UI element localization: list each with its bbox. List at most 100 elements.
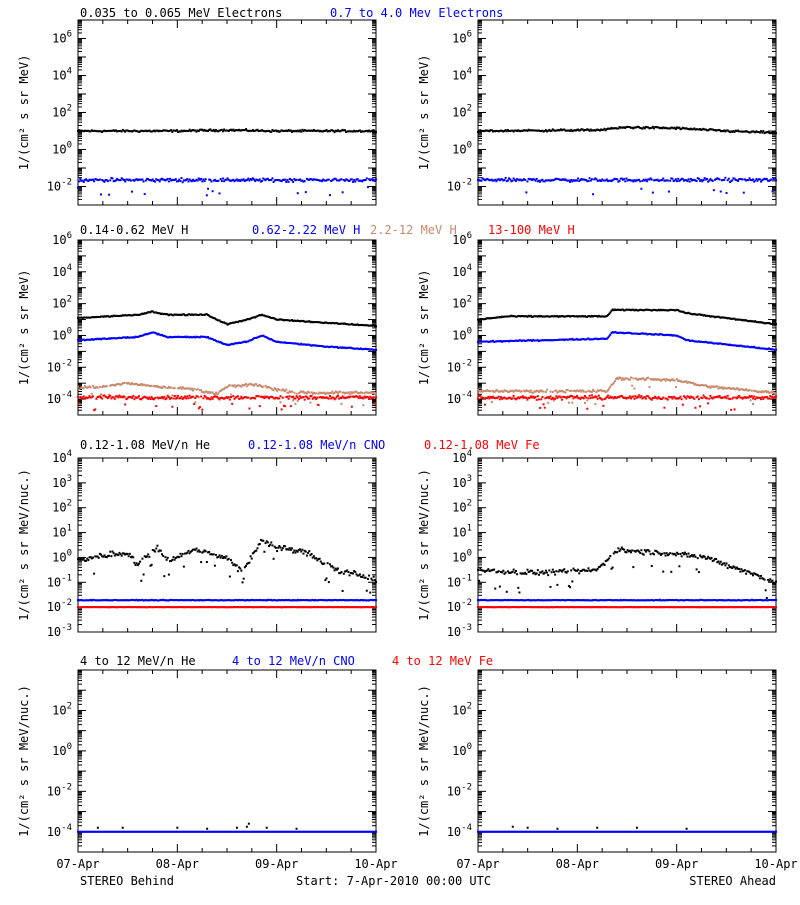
data-point bbox=[671, 178, 673, 180]
data-point bbox=[78, 402, 80, 404]
data-point bbox=[309, 402, 311, 404]
data-point bbox=[98, 557, 100, 559]
data-point bbox=[728, 178, 730, 180]
data-point bbox=[217, 180, 219, 182]
data-point bbox=[716, 385, 718, 387]
data-point bbox=[151, 564, 153, 566]
y-tick-label: 102 bbox=[452, 104, 472, 120]
data-point bbox=[369, 592, 371, 594]
data-point bbox=[185, 397, 187, 399]
data-point bbox=[587, 397, 589, 399]
data-point bbox=[337, 395, 339, 397]
data-point bbox=[703, 179, 705, 181]
data-point bbox=[230, 396, 232, 398]
data-point bbox=[311, 395, 313, 397]
data-point bbox=[350, 396, 352, 398]
data-point bbox=[213, 553, 215, 555]
data-point bbox=[646, 180, 648, 182]
data-point bbox=[103, 181, 105, 183]
data-point bbox=[101, 398, 103, 400]
data-point bbox=[583, 391, 585, 393]
data-point bbox=[629, 379, 631, 381]
data-point bbox=[584, 402, 586, 404]
y-tick-label: 100 bbox=[452, 141, 472, 157]
data-point bbox=[633, 398, 635, 400]
data-point bbox=[589, 395, 591, 397]
data-point bbox=[530, 389, 532, 391]
data-point bbox=[126, 553, 128, 555]
data-point bbox=[640, 188, 642, 190]
data-point bbox=[753, 396, 755, 398]
data-point bbox=[294, 397, 296, 399]
data-point bbox=[597, 398, 599, 400]
data-point bbox=[240, 570, 242, 572]
data-point bbox=[263, 551, 265, 553]
data-point bbox=[585, 397, 587, 399]
data-point bbox=[184, 396, 186, 398]
data-point bbox=[365, 577, 367, 579]
y-axis-label: 1/(cm² s sr MeV) bbox=[417, 270, 431, 386]
data-point bbox=[123, 395, 125, 397]
data-point bbox=[307, 552, 309, 554]
data-point bbox=[689, 181, 691, 183]
data-point bbox=[273, 558, 275, 560]
data-point bbox=[349, 393, 351, 395]
data-point bbox=[130, 180, 132, 182]
data-point bbox=[262, 540, 264, 542]
data-point bbox=[242, 581, 244, 583]
data-point bbox=[167, 178, 169, 180]
data-point bbox=[306, 555, 308, 557]
data-point bbox=[199, 551, 201, 553]
data-point bbox=[181, 555, 183, 557]
data-point bbox=[212, 190, 214, 192]
data-point bbox=[477, 398, 479, 400]
data-point bbox=[106, 385, 108, 387]
data-point bbox=[212, 391, 214, 393]
data-point bbox=[752, 178, 754, 180]
data-point bbox=[359, 573, 361, 575]
series-0 bbox=[77, 128, 377, 133]
data-point bbox=[775, 179, 777, 181]
data-point bbox=[328, 398, 330, 400]
data-point bbox=[194, 401, 196, 403]
data-point bbox=[83, 387, 85, 389]
data-point bbox=[375, 349, 377, 351]
data-point bbox=[613, 382, 615, 384]
data-point bbox=[236, 564, 238, 566]
legend-entry-row2-0: 0.12-1.08 MeV/n He bbox=[80, 438, 210, 452]
data-point bbox=[174, 395, 176, 397]
data-point bbox=[305, 191, 307, 193]
series-1 bbox=[477, 331, 777, 351]
data-point bbox=[749, 177, 751, 179]
data-point bbox=[498, 396, 500, 398]
data-point bbox=[541, 396, 543, 398]
data-point bbox=[201, 409, 203, 411]
data-point bbox=[652, 192, 654, 194]
data-point bbox=[708, 398, 710, 400]
data-point bbox=[136, 562, 138, 564]
data-point bbox=[285, 181, 287, 183]
data-point bbox=[189, 395, 191, 397]
data-point bbox=[526, 180, 528, 182]
data-point bbox=[202, 397, 204, 399]
data-point bbox=[368, 575, 370, 577]
data-point bbox=[140, 580, 142, 582]
data-point bbox=[619, 180, 621, 182]
data-point bbox=[284, 545, 286, 547]
data-point bbox=[374, 579, 376, 581]
data-point bbox=[117, 396, 119, 398]
data-point bbox=[167, 557, 169, 559]
data-point bbox=[222, 130, 224, 132]
data-point bbox=[651, 179, 653, 181]
data-point bbox=[141, 558, 143, 560]
series-0 bbox=[477, 309, 777, 326]
y-tick-label: 102 bbox=[52, 104, 72, 120]
data-point bbox=[77, 187, 79, 189]
data-point bbox=[375, 393, 377, 395]
data-point bbox=[109, 551, 111, 553]
data-point bbox=[354, 181, 356, 183]
data-point bbox=[775, 349, 777, 351]
data-point bbox=[132, 556, 134, 558]
legend-entry-row1-3: 13-100 MeV H bbox=[488, 223, 575, 237]
data-point bbox=[525, 397, 527, 399]
